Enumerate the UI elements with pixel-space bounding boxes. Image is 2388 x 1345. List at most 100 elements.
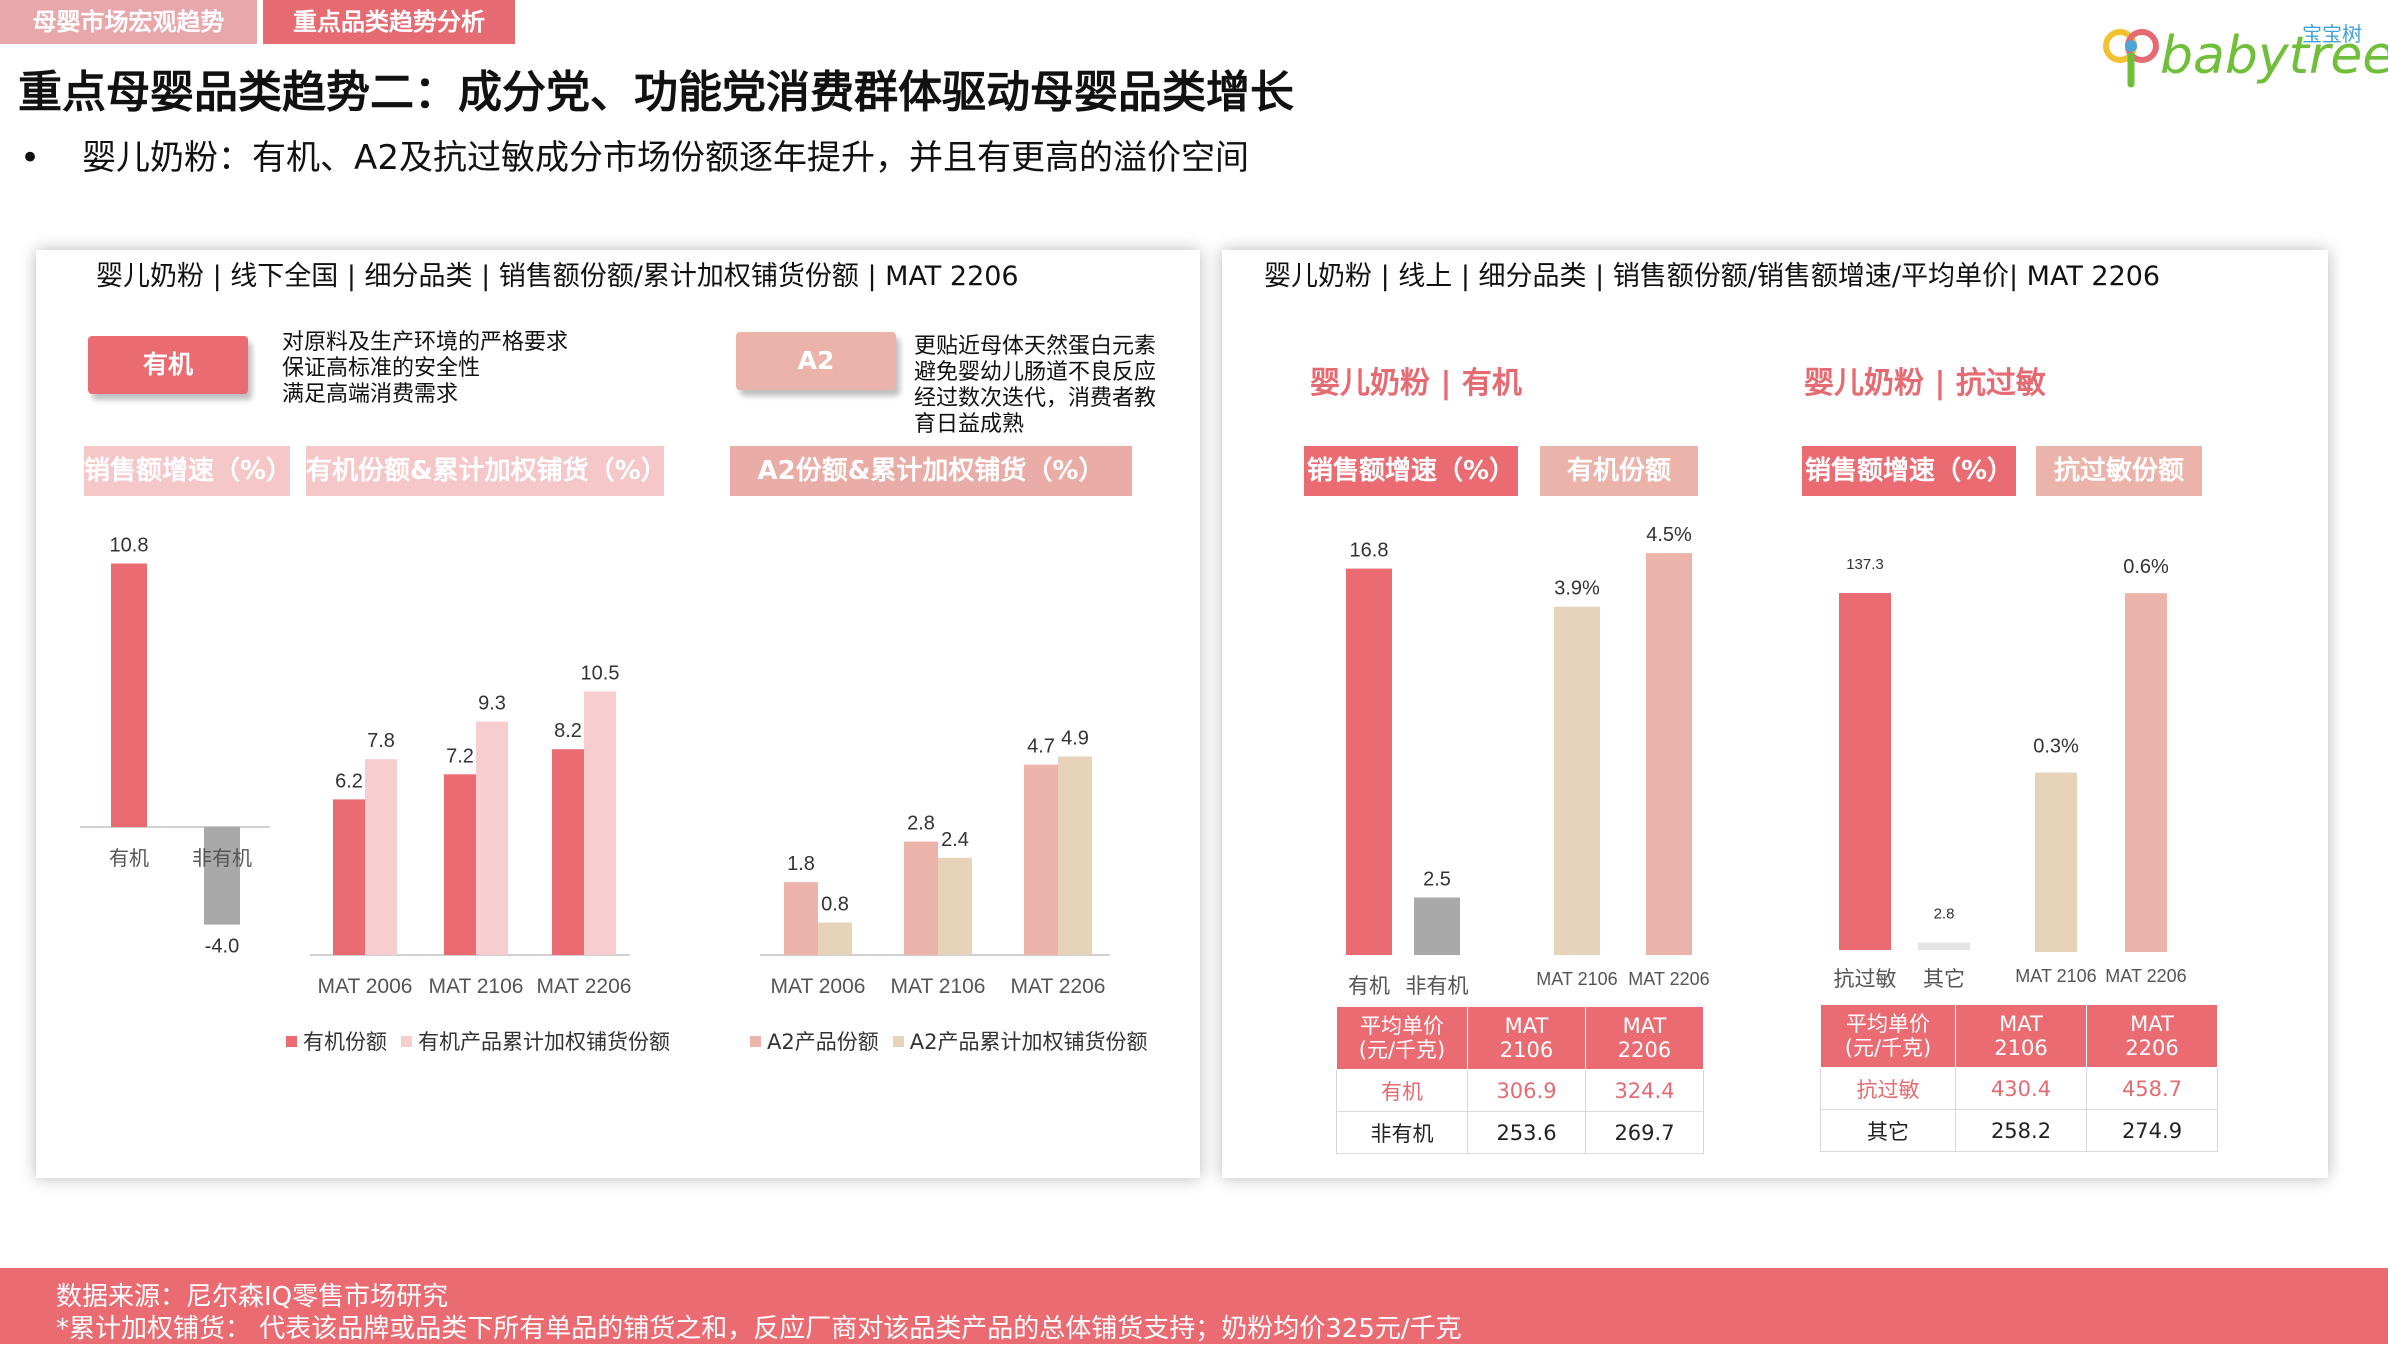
- logo-cn: 宝宝树: [2302, 22, 2362, 46]
- chart-data-label: 2.5: [1423, 869, 1451, 891]
- header-organic-growth: 销售额增速（%）: [84, 446, 290, 496]
- chart-bar: [904, 841, 938, 955]
- table-cell: 非有机: [1336, 1111, 1468, 1154]
- chart-tick-label: 非有机: [192, 847, 252, 870]
- organic-description: 对原料及生产环境的严格要求 保证高标准的安全性 满足高端消费需求: [282, 330, 569, 407]
- table-cell: 抗过敏: [1820, 1067, 1956, 1110]
- a2-description: 更贴近母体天然蛋白元素 避免婴幼儿肠道不良反应 经过数次迭代，消费者教 育日益成…: [914, 334, 1157, 437]
- summary-bullet: • 婴儿奶粉：有机、A2及抗过敏成分市场份额逐年提升，并且有更高的溢价空间: [20, 138, 1249, 178]
- footer-source: 数据来源：尼尔森IQ零售市场研究: [56, 1282, 449, 1312]
- chart-data-label: 2.8: [907, 813, 935, 835]
- price-table-organic: 平均单价 (元/千克) MAT 2106 MAT 2206 有机 306.9 324.4…: [1336, 1006, 1704, 1154]
- table-header-cell: MAT 2206: [2086, 1004, 2218, 1068]
- chart-bar: [1839, 593, 1891, 950]
- chart-tick-label: MAT 2106: [429, 975, 524, 998]
- legend-item-a2-distribution: A2产品累计加权铺货份额: [892, 1026, 1147, 1056]
- chart-data-label: 9.3: [478, 693, 506, 715]
- chart-data-label: 0.6%: [2123, 556, 2169, 578]
- chart-tick-label: MAT 2206: [537, 975, 632, 998]
- chart-data-label: 4.5%: [1646, 524, 1692, 546]
- chart-tick-label: MAT 2206: [1628, 969, 1709, 989]
- chart-bar: [818, 922, 852, 955]
- chart-bar: [1918, 942, 1970, 950]
- header-organic-share: 有机份额&累计加权铺货（%）: [306, 446, 664, 496]
- legend-item-organic-distribution: 有机产品累计加权铺货份额: [401, 1026, 670, 1056]
- chart-bar: [552, 749, 584, 955]
- table-cell: 430.4: [1955, 1067, 2087, 1110]
- organic-tag: 有机: [88, 336, 248, 394]
- chart-bar: [784, 882, 818, 955]
- table-header-cell: 平均单价 (元/千克): [1820, 1004, 1956, 1068]
- chart-data-label: 0.3%: [2033, 736, 2079, 758]
- table-cell: 274.9: [2086, 1109, 2218, 1152]
- table-header-cell: MAT 2206: [1585, 1006, 1704, 1070]
- chart-tick-label: 非有机: [1406, 975, 1469, 998]
- chart-data-label: 3.9%: [1554, 578, 1600, 600]
- a2-tag: A2: [736, 332, 896, 390]
- chart-data-label: 4.7: [1027, 736, 1055, 758]
- table-header-cell: MAT 2106: [1955, 1004, 2087, 1068]
- table-cell: 253.6: [1467, 1111, 1586, 1154]
- chart-bar: [111, 563, 147, 827]
- chart-data-label: 7.8: [367, 730, 395, 752]
- chart-bar: [1646, 553, 1692, 955]
- chart-tick-label: MAT 2106: [1536, 969, 1617, 989]
- chart-bar: [1058, 756, 1092, 955]
- chart-data-label: 1.8: [787, 853, 815, 875]
- chart-bar: [476, 721, 508, 955]
- chart-data-label: 0.8: [821, 894, 849, 916]
- legend-a2: A2产品份额 A2产品累计加权铺货份额: [750, 1026, 1161, 1056]
- footer: 数据来源：尼尔森IQ零售市场研究 *累计加权铺货： 代表该品牌或品类下所有单品的…: [0, 1268, 2388, 1344]
- chart-data-label: 7.2: [446, 745, 474, 767]
- table-header-cell: MAT 2106: [1467, 1006, 1586, 1070]
- chart-bar: [584, 691, 616, 955]
- chart-bar: [444, 774, 476, 955]
- chart-tick-label: 抗过敏: [1834, 968, 1897, 991]
- chart-bar: [365, 759, 397, 955]
- chart-bar: [1346, 568, 1392, 955]
- page-title: 重点母婴品类趋势二：成分党、功能党消费群体驱动母婴品类增长: [18, 67, 1294, 118]
- section-anti-allergy: 婴儿奶粉 | 抗过敏: [1804, 366, 2046, 401]
- chart-tick-label: 其它: [1923, 968, 1965, 991]
- table-cell: 324.4: [1585, 1069, 1704, 1112]
- chart-bar: [204, 827, 240, 925]
- babytree-logo-icon: babytree 宝宝树: [2102, 18, 2388, 88]
- chart-bar: [938, 857, 972, 955]
- table-cell: 269.7: [1585, 1111, 1704, 1154]
- chart-bar: [2035, 772, 2077, 952]
- chart-bar: [333, 799, 365, 955]
- chart-tick-label: MAT 2006: [318, 975, 413, 998]
- tab-macro-trend[interactable]: 母婴市场宏观趋势: [0, 0, 257, 44]
- legend-item-a2-share: A2产品份额: [750, 1026, 879, 1056]
- chart-tick-label: MAT 2006: [771, 975, 866, 998]
- chart-data-label: 16.8: [1350, 540, 1389, 562]
- chart-bar: [1554, 606, 1600, 955]
- left-panel: [36, 250, 1200, 1178]
- header-online-anti-growth: 销售额增速（%）: [1802, 446, 2016, 496]
- header-a2-share: A2份额&累计加权铺货（%）: [730, 446, 1132, 496]
- tab-category-trend[interactable]: 重点品类趋势分析: [263, 0, 515, 44]
- header-online-anti-share: 抗过敏份额: [2036, 446, 2202, 496]
- chart-bar: [1414, 897, 1460, 955]
- chart-tick-label: MAT 2106: [891, 975, 986, 998]
- chart-data-label: 2.4: [941, 829, 969, 851]
- price-table-anti-allergy: 平均单价 (元/千克) MAT 2106 MAT 2206 抗过敏 430.4 458.…: [1820, 1004, 2218, 1152]
- chart-tick-label: MAT 2206: [1011, 975, 1106, 998]
- section-organic: 婴儿奶粉 | 有机: [1310, 366, 1522, 401]
- table-cell: 其它: [1820, 1109, 1956, 1152]
- chart-data-label: 10.8: [110, 534, 149, 556]
- chart-tick-label: 有机: [1348, 975, 1390, 998]
- chart-data-label: 6.2: [335, 770, 363, 792]
- chart-data-label: 2.8: [1934, 906, 1955, 923]
- left-panel-title: 婴儿奶粉 | 线下全国 | 细分品类 | 销售额份额/累计加权铺货份额 | MA…: [96, 261, 1019, 292]
- footer-note: *累计加权铺货： 代表该品牌或品类下所有单品的铺货之和，反应厂商对该品类产品的总…: [56, 1314, 1462, 1344]
- chart-data-label: -4.0: [205, 936, 239, 958]
- logo-text: babytree: [2160, 26, 2388, 86]
- table-header-cell: 平均单价 (元/千克): [1336, 1006, 1468, 1070]
- chart-data-label: 137.3: [1846, 556, 1884, 573]
- right-panel-title: 婴儿奶粉 | 线上 | 细分品类 | 销售额份额/销售额增速/平均单价| MAT…: [1264, 261, 2161, 292]
- chart-tick-label: 有机: [109, 847, 149, 870]
- table-cell: 258.2: [1955, 1109, 2087, 1152]
- chart-data-label: 4.9: [1061, 728, 1089, 750]
